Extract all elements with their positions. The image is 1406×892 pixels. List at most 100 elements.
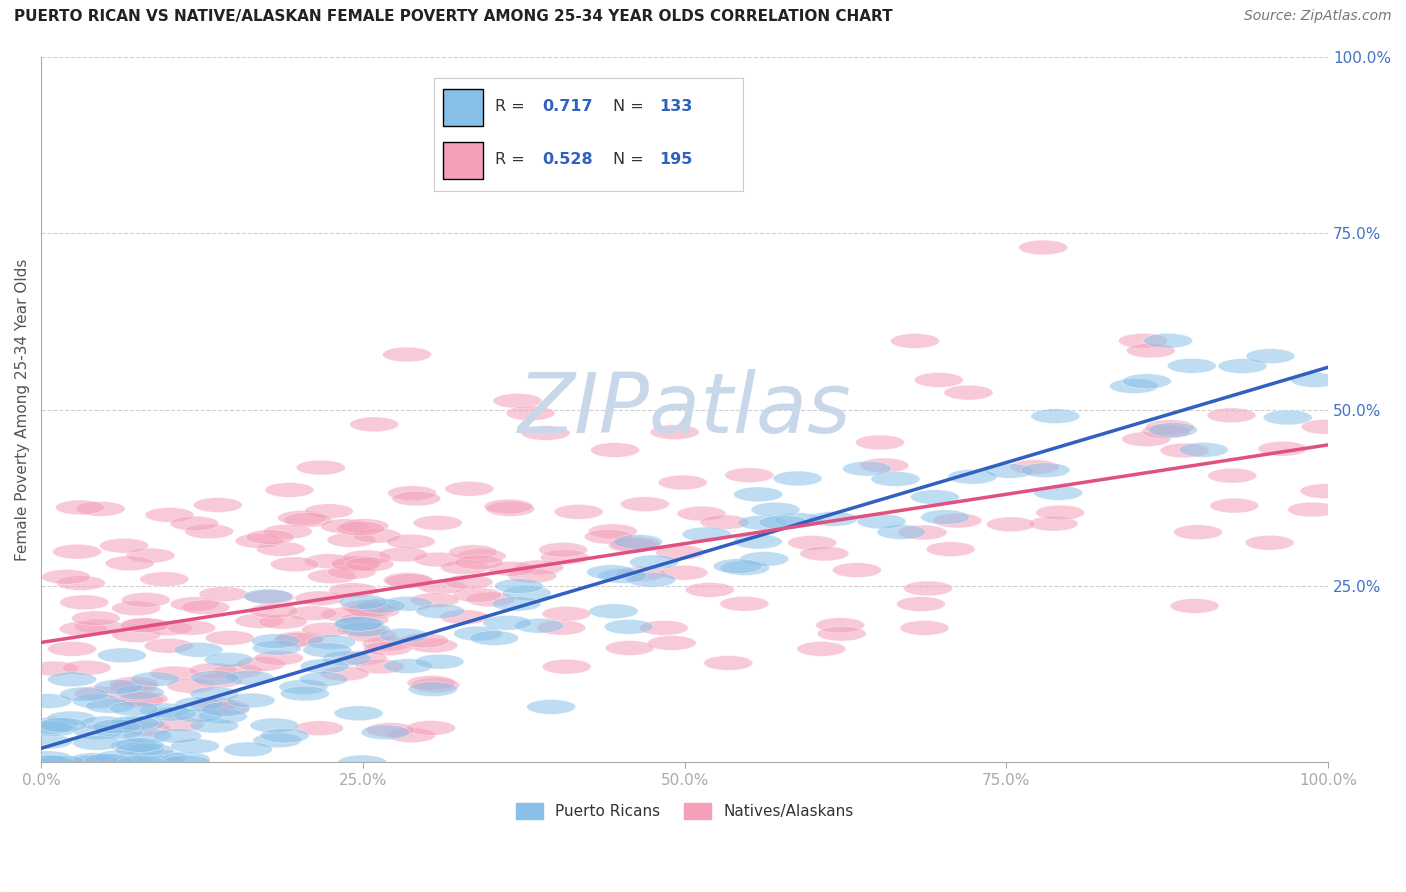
Ellipse shape	[75, 686, 124, 701]
Text: Source: ZipAtlas.com: Source: ZipAtlas.com	[1244, 9, 1392, 23]
Ellipse shape	[1031, 409, 1080, 424]
Ellipse shape	[904, 581, 952, 596]
Ellipse shape	[583, 529, 633, 544]
Ellipse shape	[83, 754, 132, 768]
Ellipse shape	[308, 569, 356, 583]
Ellipse shape	[174, 642, 224, 657]
Ellipse shape	[921, 510, 970, 524]
Ellipse shape	[73, 694, 121, 708]
Ellipse shape	[46, 711, 96, 726]
Ellipse shape	[60, 595, 108, 610]
Ellipse shape	[1206, 408, 1256, 423]
Ellipse shape	[1246, 349, 1295, 364]
Ellipse shape	[73, 724, 122, 739]
Ellipse shape	[787, 535, 837, 550]
Ellipse shape	[170, 597, 219, 612]
Ellipse shape	[877, 524, 925, 540]
Ellipse shape	[121, 618, 170, 632]
Ellipse shape	[486, 501, 534, 516]
Ellipse shape	[75, 619, 124, 634]
Ellipse shape	[59, 622, 108, 636]
Ellipse shape	[181, 600, 231, 615]
Ellipse shape	[934, 513, 981, 528]
Ellipse shape	[616, 566, 665, 582]
Ellipse shape	[167, 621, 215, 635]
Ellipse shape	[387, 728, 436, 742]
Ellipse shape	[194, 498, 242, 512]
Ellipse shape	[515, 560, 564, 574]
Ellipse shape	[224, 742, 273, 756]
Ellipse shape	[409, 638, 458, 653]
Ellipse shape	[363, 636, 411, 651]
Ellipse shape	[413, 516, 463, 530]
Ellipse shape	[56, 500, 104, 515]
Ellipse shape	[484, 500, 533, 514]
Ellipse shape	[278, 680, 328, 694]
Ellipse shape	[22, 755, 70, 770]
Ellipse shape	[321, 519, 370, 533]
Ellipse shape	[350, 417, 399, 432]
Ellipse shape	[340, 612, 389, 627]
Ellipse shape	[1010, 459, 1059, 475]
Ellipse shape	[62, 660, 111, 675]
Ellipse shape	[226, 693, 276, 708]
Ellipse shape	[382, 347, 432, 362]
Text: PUERTO RICAN VS NATIVE/ALASKAN FEMALE POVERTY AMONG 25-34 YEAR OLDS CORRELATION : PUERTO RICAN VS NATIVE/ALASKAN FEMALE PO…	[14, 9, 893, 24]
Ellipse shape	[392, 491, 440, 506]
Ellipse shape	[1211, 499, 1258, 513]
Ellipse shape	[943, 385, 993, 400]
Ellipse shape	[245, 590, 294, 605]
Ellipse shape	[125, 743, 174, 758]
Ellipse shape	[927, 541, 976, 557]
Ellipse shape	[139, 703, 188, 718]
Ellipse shape	[110, 677, 159, 691]
Ellipse shape	[145, 639, 193, 653]
Ellipse shape	[214, 664, 263, 679]
Ellipse shape	[1019, 240, 1067, 255]
Ellipse shape	[605, 640, 654, 656]
Ellipse shape	[630, 555, 678, 570]
Ellipse shape	[773, 471, 823, 486]
Ellipse shape	[264, 483, 314, 498]
Ellipse shape	[174, 697, 224, 712]
Ellipse shape	[800, 546, 849, 561]
Ellipse shape	[449, 545, 498, 559]
Ellipse shape	[243, 589, 292, 604]
Ellipse shape	[1180, 442, 1229, 458]
Ellipse shape	[190, 698, 239, 712]
Ellipse shape	[454, 555, 503, 570]
Ellipse shape	[380, 547, 427, 562]
Ellipse shape	[337, 623, 387, 637]
Ellipse shape	[416, 604, 465, 618]
Ellipse shape	[201, 702, 250, 716]
Ellipse shape	[70, 755, 120, 770]
Ellipse shape	[855, 435, 904, 450]
Ellipse shape	[817, 626, 866, 641]
Ellipse shape	[1170, 599, 1219, 614]
Ellipse shape	[361, 725, 411, 739]
Ellipse shape	[170, 739, 219, 754]
Ellipse shape	[870, 472, 920, 486]
Ellipse shape	[343, 550, 391, 565]
Ellipse shape	[591, 442, 640, 458]
Ellipse shape	[522, 425, 569, 441]
Ellipse shape	[984, 464, 1033, 478]
Ellipse shape	[59, 687, 108, 702]
Ellipse shape	[256, 541, 305, 557]
Legend: Puerto Ricans, Natives/Alaskans: Puerto Ricans, Natives/Alaskans	[509, 797, 859, 825]
Text: ZIPatlas: ZIPatlas	[517, 369, 852, 450]
Ellipse shape	[100, 538, 149, 553]
Ellipse shape	[734, 534, 782, 549]
Ellipse shape	[321, 666, 370, 681]
Ellipse shape	[307, 635, 356, 649]
Ellipse shape	[24, 751, 72, 765]
Ellipse shape	[190, 671, 239, 685]
Ellipse shape	[914, 373, 963, 387]
Ellipse shape	[1258, 442, 1308, 456]
Ellipse shape	[406, 721, 456, 735]
Ellipse shape	[1301, 483, 1348, 499]
Ellipse shape	[350, 604, 399, 618]
Ellipse shape	[117, 716, 166, 731]
Ellipse shape	[900, 621, 949, 635]
Ellipse shape	[25, 755, 75, 770]
